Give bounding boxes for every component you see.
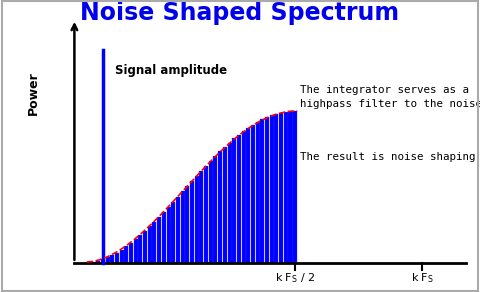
Text: Power: Power [27, 72, 40, 115]
Bar [171, 202, 175, 263]
Bar [148, 226, 152, 263]
Bar [124, 246, 128, 263]
Bar [279, 112, 283, 263]
Bar [96, 261, 100, 263]
Bar [162, 212, 166, 263]
Bar [241, 131, 246, 263]
Bar [209, 161, 213, 263]
Bar [190, 181, 194, 263]
Bar [199, 171, 204, 263]
Text: The result is noise shaping: The result is noise shaping [300, 152, 476, 162]
Bar [270, 115, 274, 263]
Bar [214, 156, 217, 263]
Text: Signal amplitude: Signal amplitude [115, 64, 228, 77]
Bar [138, 235, 143, 263]
Bar [218, 151, 222, 263]
Bar [228, 142, 231, 263]
Bar [153, 222, 156, 263]
Bar [157, 217, 161, 263]
Text: k $\mathregular{F_S}$: k $\mathregular{F_S}$ [411, 272, 434, 285]
Bar [134, 239, 138, 263]
Bar [260, 119, 264, 263]
Bar [275, 114, 278, 263]
Bar [293, 111, 297, 263]
Bar [185, 186, 189, 263]
Text: k $\mathregular{F_S}$ / 2: k $\mathregular{F_S}$ / 2 [275, 272, 315, 285]
Bar [167, 207, 170, 263]
Bar [204, 166, 208, 263]
Bar [101, 259, 105, 263]
Bar [176, 197, 180, 263]
Bar [232, 138, 236, 263]
Bar [288, 111, 292, 263]
Text: The integrator serves as a
highpass filter to the noise.: The integrator serves as a highpass filt… [300, 85, 480, 109]
Bar [115, 253, 119, 263]
Bar [120, 250, 124, 263]
Bar [246, 128, 250, 263]
Bar [92, 262, 96, 263]
Bar [237, 135, 241, 263]
Bar [223, 147, 227, 263]
Bar [110, 255, 114, 263]
Bar [251, 125, 255, 263]
Bar [195, 176, 199, 263]
Bar [87, 262, 91, 263]
Bar [129, 243, 133, 263]
Bar [284, 112, 288, 263]
Bar [256, 122, 260, 263]
Bar [180, 192, 185, 263]
Bar [106, 258, 109, 263]
Bar [143, 231, 147, 263]
Text: Noise Shaped Spectrum: Noise Shaped Spectrum [81, 1, 399, 25]
Bar [265, 117, 269, 263]
